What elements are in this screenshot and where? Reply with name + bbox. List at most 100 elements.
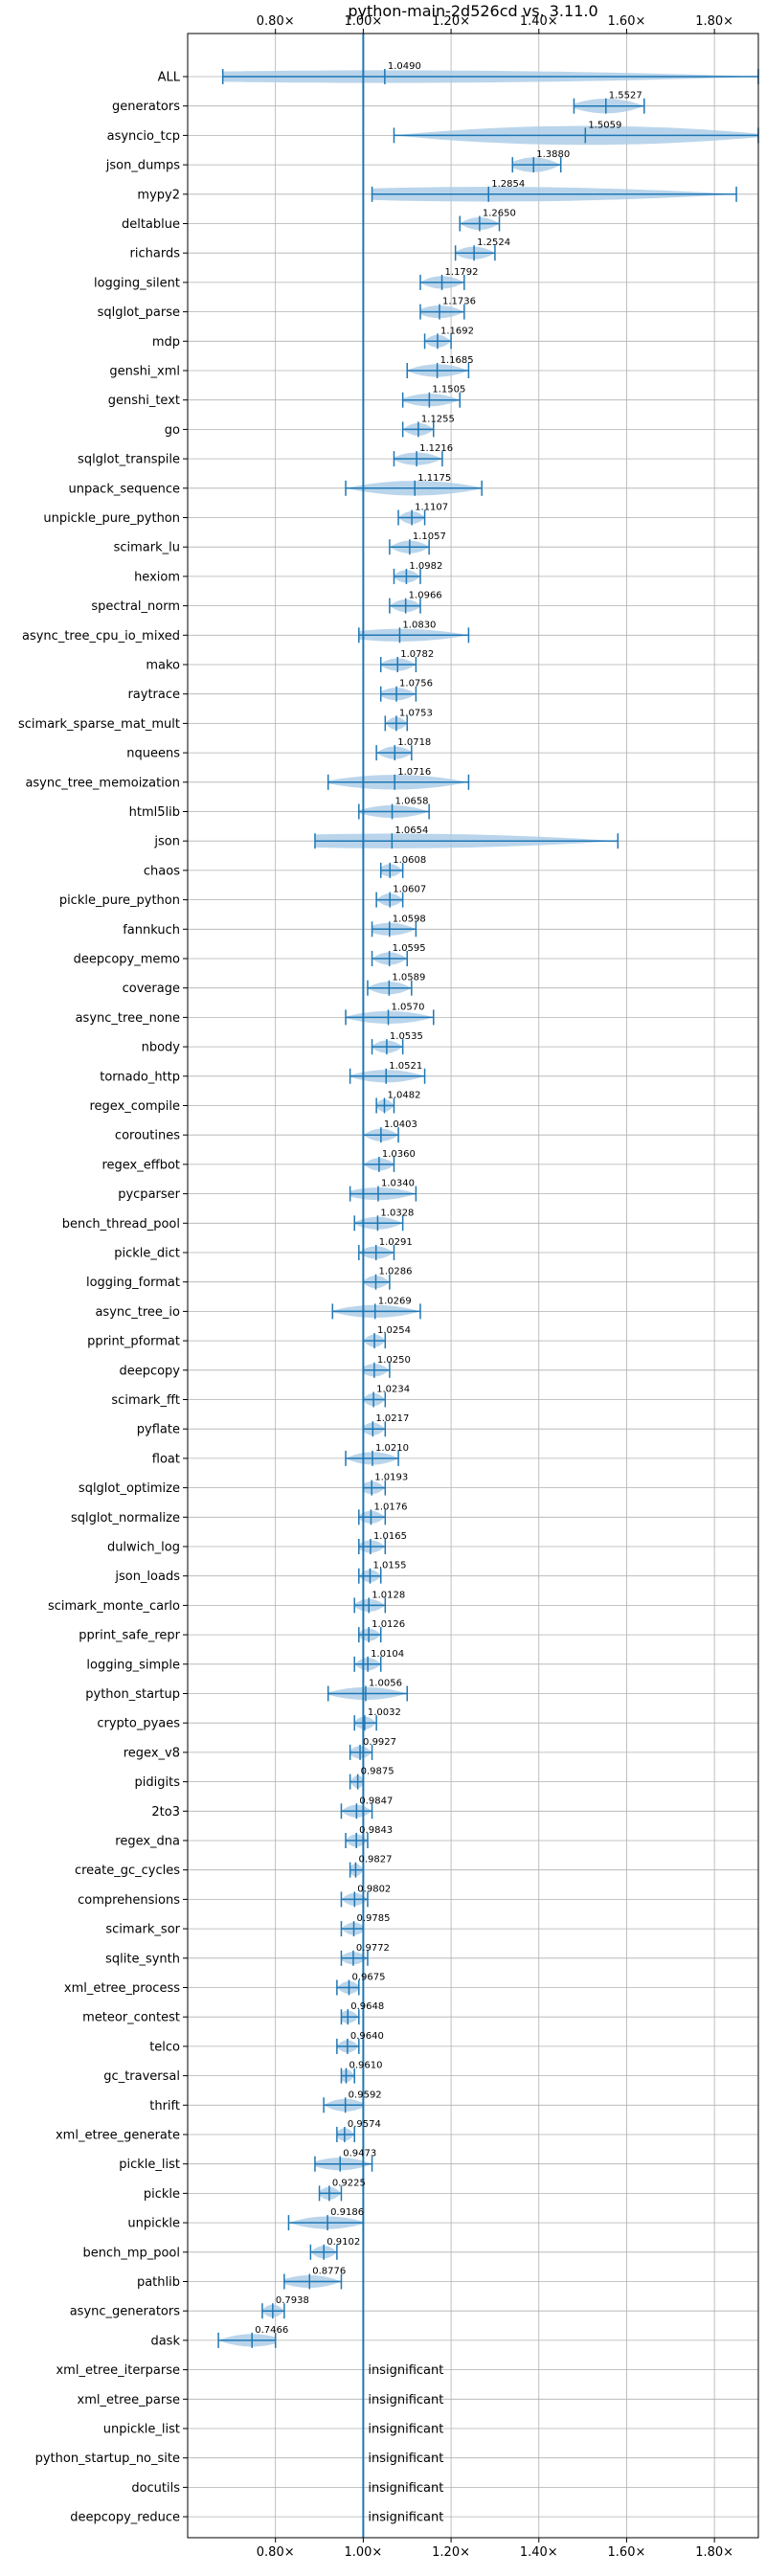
value-label: 1.0403 (384, 1119, 417, 1130)
category-label: thrift (149, 2099, 180, 2113)
category-label: nqueens (126, 747, 180, 761)
category-label: regex_effbot (101, 1158, 180, 1172)
value-label: 1.0654 (394, 825, 428, 836)
value-label: 1.0254 (377, 1325, 411, 1336)
value-label: 1.0490 (388, 61, 421, 72)
category-label: asyncio_tcp (107, 129, 180, 144)
value-label: 1.0104 (371, 1649, 404, 1660)
value-label: 0.7466 (255, 2325, 288, 2336)
category-label: dask (150, 2334, 180, 2348)
category-label: crypto_pyaes (97, 1717, 180, 1731)
category-label: mypy2 (137, 188, 180, 202)
value-label: 1.2854 (491, 179, 525, 190)
value-label: 0.9225 (332, 2178, 366, 2188)
category-label: sqlglot_parse (98, 305, 180, 320)
x-tick-label-top: 1.80× (695, 14, 733, 29)
x-tick-label-bottom: 1.00× (344, 2545, 382, 2560)
value-label: 1.3880 (536, 149, 570, 160)
value-label: 1.0535 (390, 1031, 423, 1042)
value-label: 1.0753 (399, 708, 433, 718)
value-label: 1.0570 (392, 1002, 425, 1012)
category-label: coroutines (115, 1129, 180, 1143)
value-label: 0.7938 (276, 2295, 309, 2306)
value-label: 1.5059 (588, 120, 621, 130)
value-label: 0.9592 (349, 2090, 382, 2100)
category-label: logging_format (86, 1276, 180, 1290)
value-label: 1.1685 (440, 355, 474, 366)
value-label: 1.0328 (380, 1208, 414, 1218)
category-label: xml_etree_parse (78, 2393, 180, 2407)
value-label: 1.0482 (387, 1091, 420, 1101)
insignificant-label: insignificant (368, 2481, 443, 2496)
value-label: 0.9186 (330, 2207, 364, 2218)
category-label: pyflate (137, 1423, 180, 1437)
category-label: nbody (142, 1041, 181, 1055)
category-label: genshi_text (108, 394, 180, 408)
category-label: xml_etree_iterparse (56, 2363, 180, 2378)
category-label: scimark_sparse_mat_mult (18, 717, 180, 732)
value-label: 0.9640 (350, 2031, 384, 2042)
value-label: 1.0155 (372, 1561, 406, 1571)
x-tick-label-bottom: 1.20× (432, 2545, 470, 2560)
category-label: pathlib (137, 2275, 180, 2290)
value-label: 1.5527 (609, 91, 642, 102)
chart-title: python-main-2d526cd vs. 3.11.0 (348, 2, 597, 20)
category-label: scimark_fft (111, 1393, 180, 1408)
value-label: 0.9610 (349, 2061, 383, 2071)
category-label: scimark_monte_carlo (48, 1599, 180, 1614)
category-label: logging_silent (94, 276, 180, 290)
x-tick-label-top: 1.60× (608, 14, 646, 29)
category-label: coverage (123, 982, 180, 996)
value-label: 0.9847 (359, 1796, 393, 1806)
category-label: json_dumps (105, 159, 180, 173)
category-label: pycparser (118, 1187, 180, 1202)
value-label: 1.0595 (393, 943, 426, 954)
category-label: deepcopy (119, 1364, 180, 1378)
category-label: create_gc_cycles (75, 1864, 180, 1878)
category-label: meteor_contest (82, 2011, 180, 2025)
category-label: python_startup (85, 1687, 180, 1702)
category-label: unpickle_pure_python (43, 511, 180, 526)
x-tick-label-top: 0.80× (257, 14, 295, 29)
value-label: 1.0176 (373, 1502, 407, 1512)
insignificant-label: insignificant (368, 2452, 443, 2466)
value-label: 0.9827 (358, 1855, 392, 1865)
value-label: 0.9574 (348, 2119, 381, 2130)
grid-layer (188, 34, 758, 2538)
label-layer: 1.0490 1.5527 1.5059 1.3880 1.2854 1.2650 1.25… (255, 61, 642, 2525)
insignificant-label: insignificant (368, 2511, 443, 2525)
value-label: 1.0360 (382, 1149, 416, 1160)
category-label: sqlglot_optimize (79, 1481, 180, 1496)
category-label: html5lib (129, 805, 180, 820)
category-label: ALL (158, 71, 181, 85)
category-label: scimark_sor (105, 1923, 180, 1937)
category-label: dulwich_log (107, 1541, 180, 1555)
category-label: float (152, 1452, 180, 1466)
value-label: 1.0234 (376, 1385, 410, 1395)
category-label: generators (112, 100, 180, 114)
x-tick-label-bottom: 1.40× (520, 2545, 558, 2560)
value-label: 1.1792 (445, 267, 479, 278)
category-label: pickle_pure_python (59, 893, 180, 908)
value-label: 0.9102 (327, 2237, 360, 2248)
value-label: 1.0269 (378, 1296, 412, 1306)
category-label: async_tree_cpu_io_mixed (22, 629, 180, 644)
category-label: json (153, 835, 180, 849)
x-tick-label-top: 1.40× (520, 14, 558, 29)
value-label: 1.2650 (483, 209, 516, 219)
value-label: 0.9785 (357, 1913, 391, 1924)
value-label: 1.0716 (397, 767, 431, 778)
value-label: 0.9802 (357, 1884, 391, 1894)
x-tick-label-bottom: 0.80× (257, 2545, 295, 2560)
category-label: pickle_list (119, 2158, 180, 2172)
category-label: async_generators (70, 2305, 181, 2319)
category-label: mdp (152, 335, 180, 350)
value-label: 1.0589 (392, 973, 425, 983)
insignificant-label: insignificant (368, 2423, 443, 2437)
category-label: deepcopy_memo (74, 953, 180, 967)
value-label: 1.0217 (375, 1413, 409, 1424)
value-label: 0.9473 (343, 2149, 376, 2159)
value-label: 0.9843 (359, 1825, 393, 1836)
category-label: pickle (144, 2187, 180, 2202)
category-label: xml_etree_process (64, 1981, 180, 1996)
